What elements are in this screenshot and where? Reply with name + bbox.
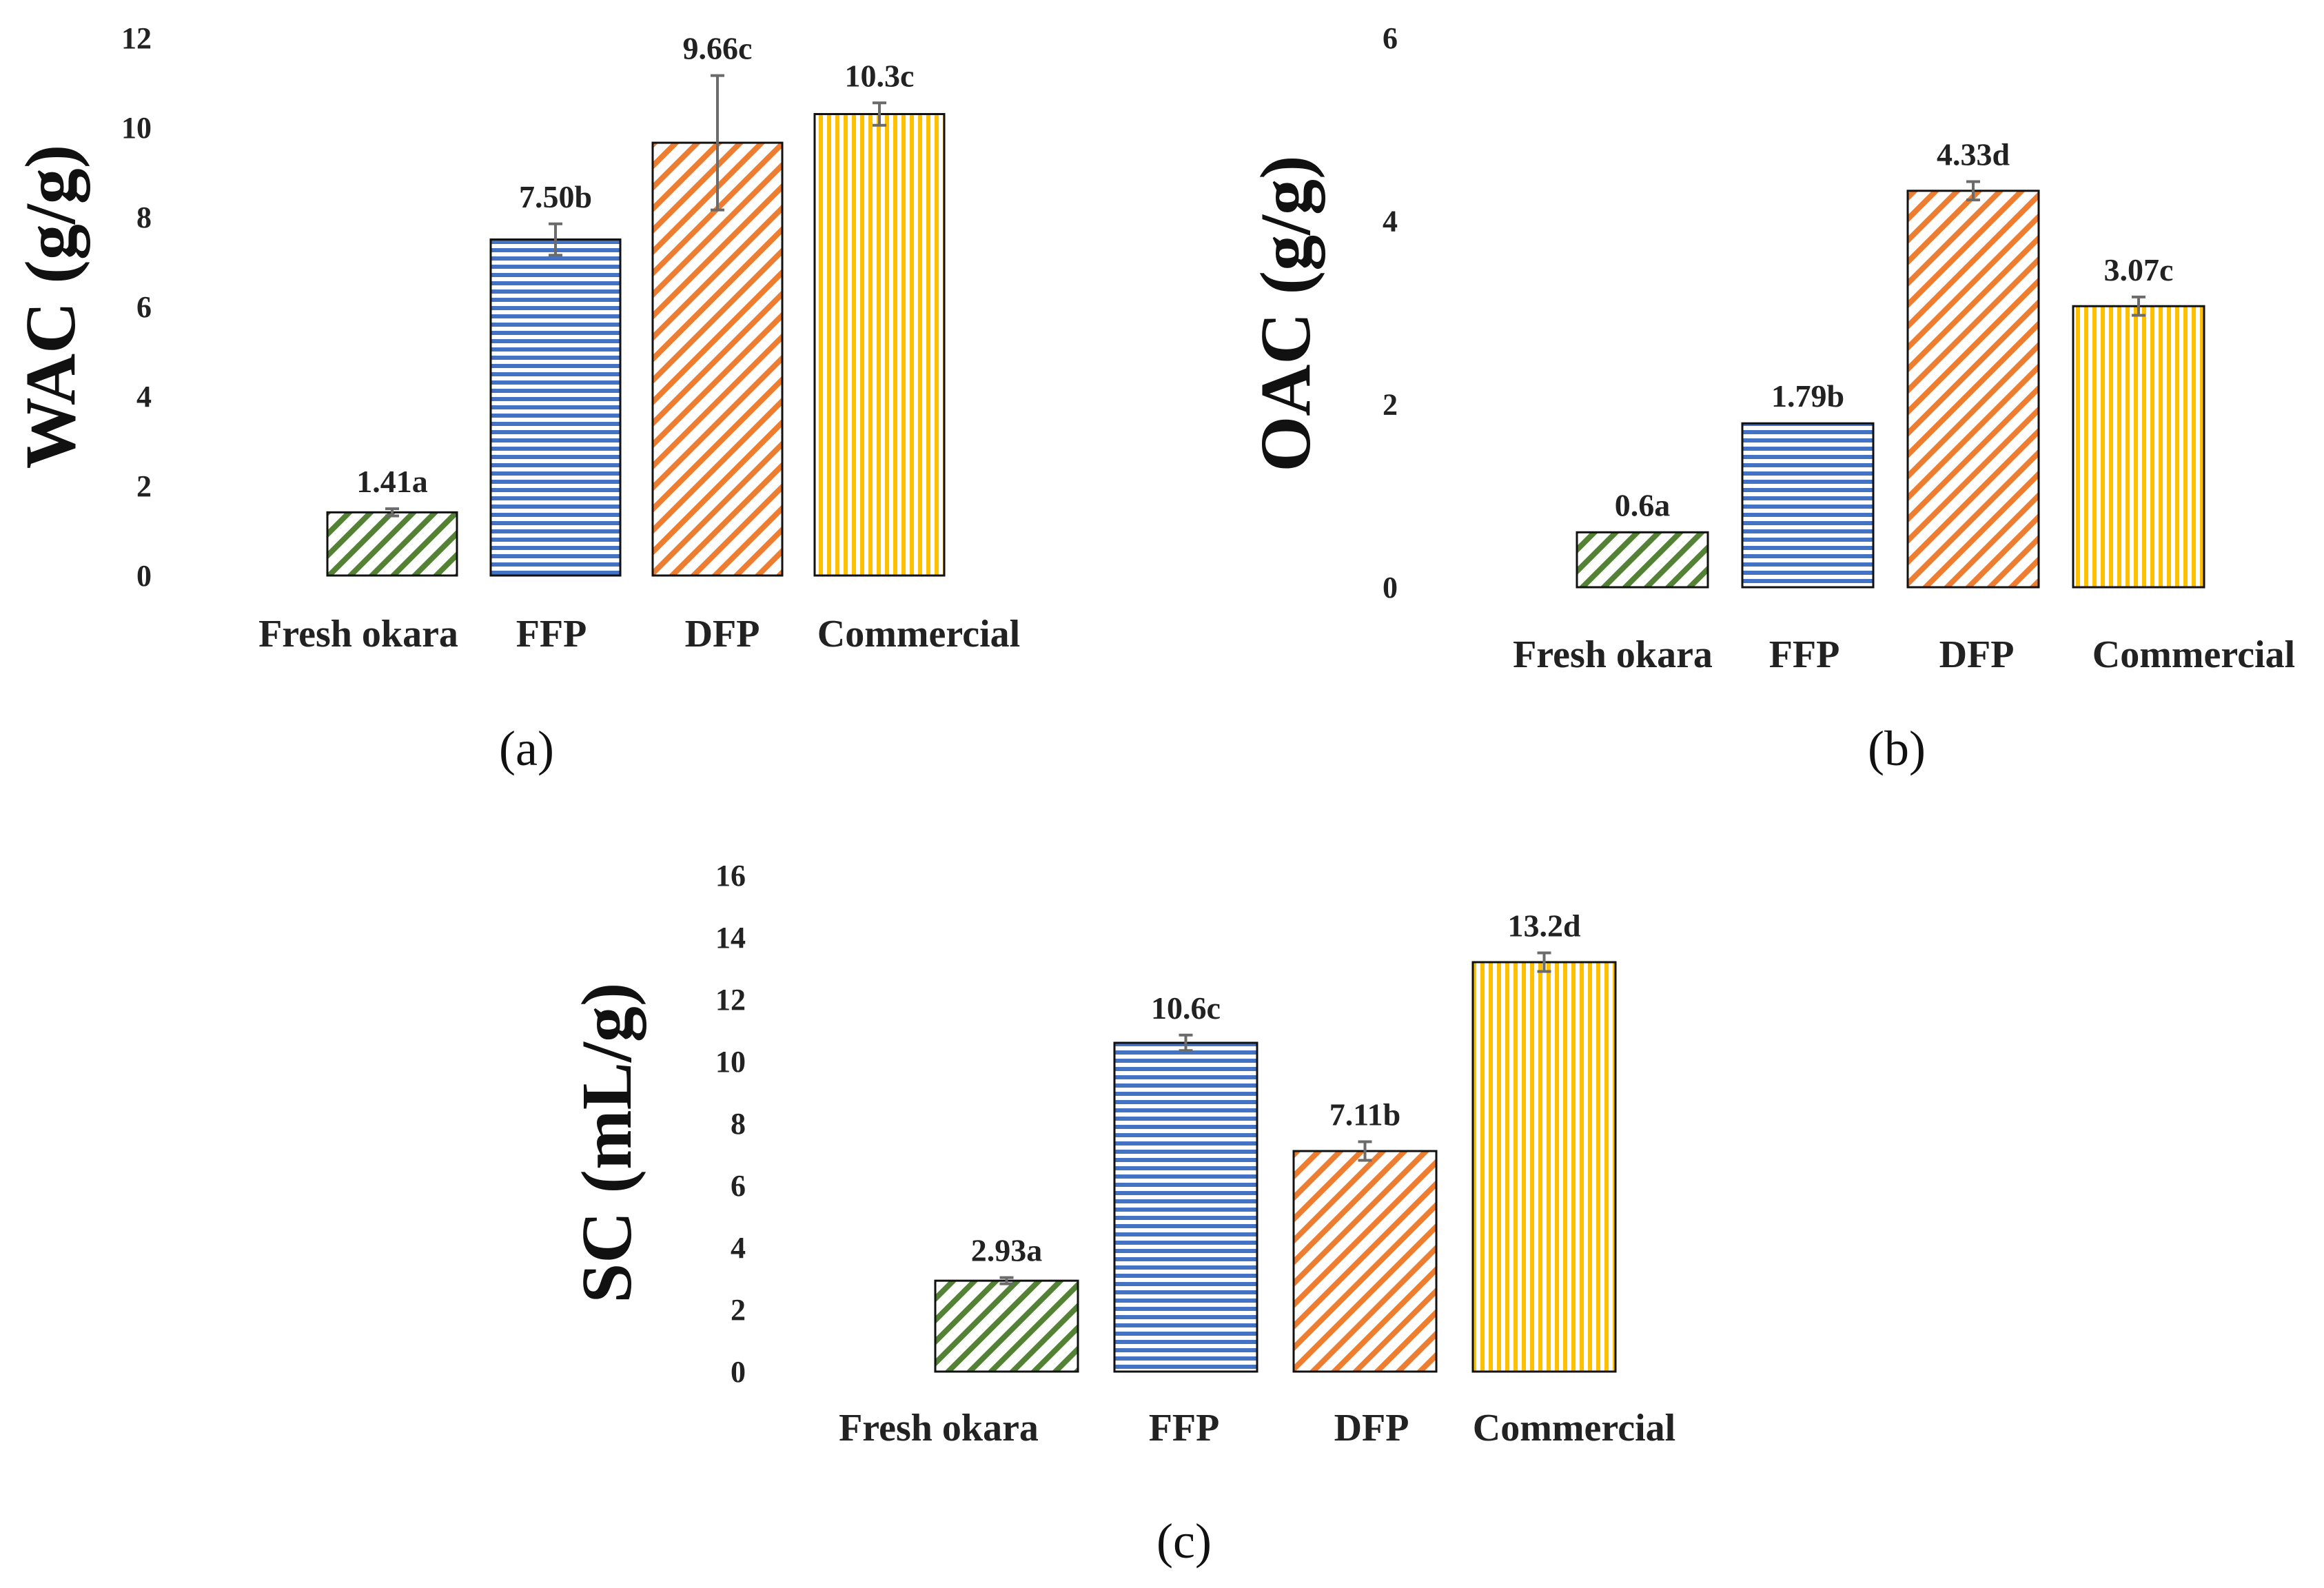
y-tick-label: 0 <box>136 559 152 593</box>
bar-dfp <box>651 141 784 577</box>
y-tick-label: 4 <box>1383 205 1398 238</box>
y-tick-label: 10 <box>121 111 152 145</box>
bar-ffp <box>1741 422 1875 589</box>
category-label-commercial: Commercial <box>2092 633 2295 676</box>
y-axis-label: OAC (g/g) <box>1246 155 1325 471</box>
data-label-fresh-okara: 1.41a <box>356 464 428 499</box>
bar-ffp <box>489 238 622 577</box>
y-tick-label: 4 <box>731 1231 746 1265</box>
error-bar-fresh-okara <box>385 507 399 518</box>
error-bar-dfp <box>1358 1140 1372 1162</box>
y-tick-label: 4 <box>136 380 152 414</box>
error-bar-fresh-okara <box>999 1276 1014 1285</box>
data-label-ffp: 1.79b <box>1771 378 1844 414</box>
category-label-fresh-okara: Fresh okara <box>1513 633 1713 676</box>
bar-ffp <box>1113 1041 1258 1373</box>
y-axis-label: SC (mL/g) <box>567 982 646 1303</box>
error-bar-commercial <box>873 101 886 127</box>
category-label-ffp: FFP <box>1149 1407 1220 1449</box>
error-bar-commercial <box>1537 951 1551 973</box>
error-bar-ffp <box>1179 1033 1193 1052</box>
data-label-dfp: 4.33d <box>1937 137 2010 172</box>
y-axis-label: WAC (g/g) <box>11 145 90 469</box>
category-label-commercial: Commercial <box>1473 1407 1675 1449</box>
y-tick-label: 12 <box>715 983 746 1017</box>
category-label-ffp: FFP <box>516 613 587 655</box>
bar-dfp <box>1906 190 2040 589</box>
panel-label: (c) <box>1156 1514 1212 1569</box>
y-tick-label: 6 <box>1383 21 1398 55</box>
y-tick-label: 0 <box>1383 571 1398 604</box>
y-tick-label: 14 <box>715 921 746 955</box>
chart-oac: 0 2 4 6 OAC (g/g) 0.6a Fresh okara 1.79b FFP 4.33… <box>1246 21 2295 776</box>
bar-fresh-okara <box>934 1279 1079 1373</box>
y-tick-label: 16 <box>715 859 746 893</box>
chart-wac: 0 2 4 6 8 10 12 WAC (g/g) 1.41a Fresh okara 7.50b F… <box>11 21 1020 776</box>
data-label-ffp: 7.50b <box>519 179 592 214</box>
panel-label: (a) <box>499 721 554 776</box>
data-label-ffp: 10.6c <box>1151 990 1221 1026</box>
bar-dfp <box>1292 1150 1438 1373</box>
panel-label: (b) <box>1868 721 1926 776</box>
data-label-commercial: 13.2d <box>1507 908 1581 944</box>
category-label-dfp: DFP <box>1334 1407 1409 1449</box>
error-bar-dfp <box>1966 180 1980 202</box>
bar-fresh-okara <box>1576 531 1709 589</box>
y-tick-label: 0 <box>731 1355 746 1389</box>
y-tick-label: 8 <box>136 201 152 234</box>
y-tick-label: 6 <box>136 290 152 324</box>
category-label-dfp: DFP <box>1939 633 2015 676</box>
bar-commercial <box>2072 305 2205 589</box>
data-label-commercial: 3.07c <box>2104 252 2174 287</box>
y-tick-label: 10 <box>715 1045 746 1079</box>
data-label-fresh-okara: 0.6a <box>1615 487 1671 522</box>
data-label-dfp: 9.66c <box>683 31 753 66</box>
error-bar-ffp <box>549 222 562 257</box>
category-label-fresh-okara: Fresh okara <box>839 1407 1039 1449</box>
bar-commercial <box>1471 961 1617 1373</box>
y-tick-label: 12 <box>121 21 152 55</box>
chart-sc: 0 2 4 6 8 10 12 14 16 SC (mL/g) 2.93a Fresh okara 10… <box>567 859 1675 1569</box>
category-label-dfp: DFP <box>685 613 760 655</box>
y-tick-label: 2 <box>136 469 152 503</box>
y-tick-label: 8 <box>731 1107 746 1141</box>
bar-commercial <box>813 113 946 577</box>
data-label-commercial: 10.3c <box>845 58 915 93</box>
error-bar-commercial <box>2132 295 2145 317</box>
y-tick-label: 6 <box>731 1169 746 1203</box>
bar-fresh-okara <box>326 511 458 577</box>
y-tick-label: 2 <box>731 1293 746 1327</box>
category-label-fresh-okara: Fresh okara <box>258 613 458 655</box>
data-label-dfp: 7.11b <box>1329 1097 1401 1132</box>
y-tick-label: 2 <box>1383 387 1398 421</box>
error-bar-dfp <box>711 74 724 212</box>
category-label-commercial: Commercial <box>817 613 1020 655</box>
data-label-fresh-okara: 2.93a <box>971 1233 1043 1268</box>
category-label-ffp: FFP <box>1769 633 1840 676</box>
